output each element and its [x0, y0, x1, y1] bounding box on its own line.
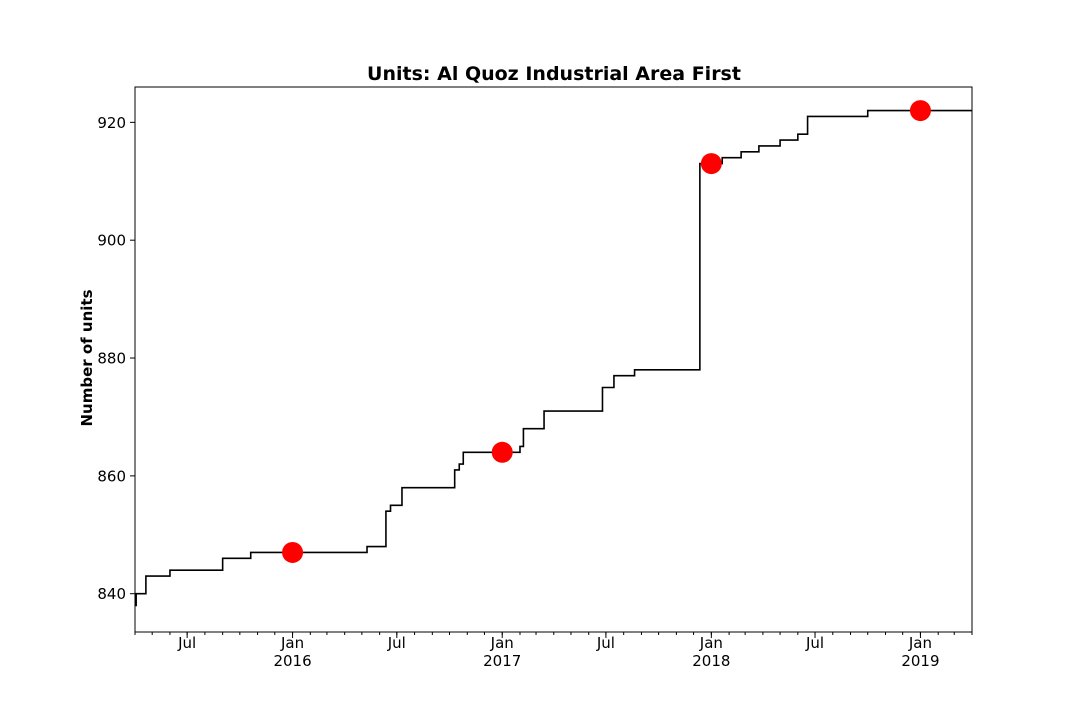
- x-tick-year-label-3: 2017: [483, 652, 521, 670]
- marker-point-1: [491, 441, 513, 463]
- x-tick-label-3: Jan: [490, 634, 514, 652]
- marker-point-2: [700, 153, 722, 175]
- plot-frame: [134, 86, 973, 633]
- x-tick-year-label-7: 2019: [901, 652, 939, 670]
- x-tick-label-1: Jan: [280, 634, 304, 652]
- x-tick-label-0: Jul: [177, 634, 196, 652]
- x-tick-label-2: Jul: [387, 634, 406, 652]
- y-tick-label-3: 900: [97, 232, 126, 250]
- marker-point-3: [909, 100, 931, 122]
- marker-point-0: [282, 541, 304, 563]
- x-tick-label-5: Jan: [699, 634, 723, 652]
- y-tick-label-4: 920: [97, 114, 126, 132]
- y-tick-label-2: 880: [97, 350, 126, 368]
- x-tick-label-7: Jan: [908, 634, 932, 652]
- x-tick-year-label-1: 2016: [273, 652, 311, 670]
- x-tick-label-4: Jul: [596, 634, 615, 652]
- x-tick-label-6: Jul: [805, 634, 824, 652]
- x-tick-year-label-5: 2018: [692, 652, 730, 670]
- y-axis-label: Number of units: [78, 289, 96, 426]
- series-line-0: [135, 109, 972, 607]
- plot-area: [135, 100, 972, 607]
- y-tick-label-0: 840: [97, 585, 126, 603]
- chart-title: Units: Al Quoz Industrial Area First: [367, 63, 741, 85]
- y-tick-label-1: 860: [97, 467, 126, 485]
